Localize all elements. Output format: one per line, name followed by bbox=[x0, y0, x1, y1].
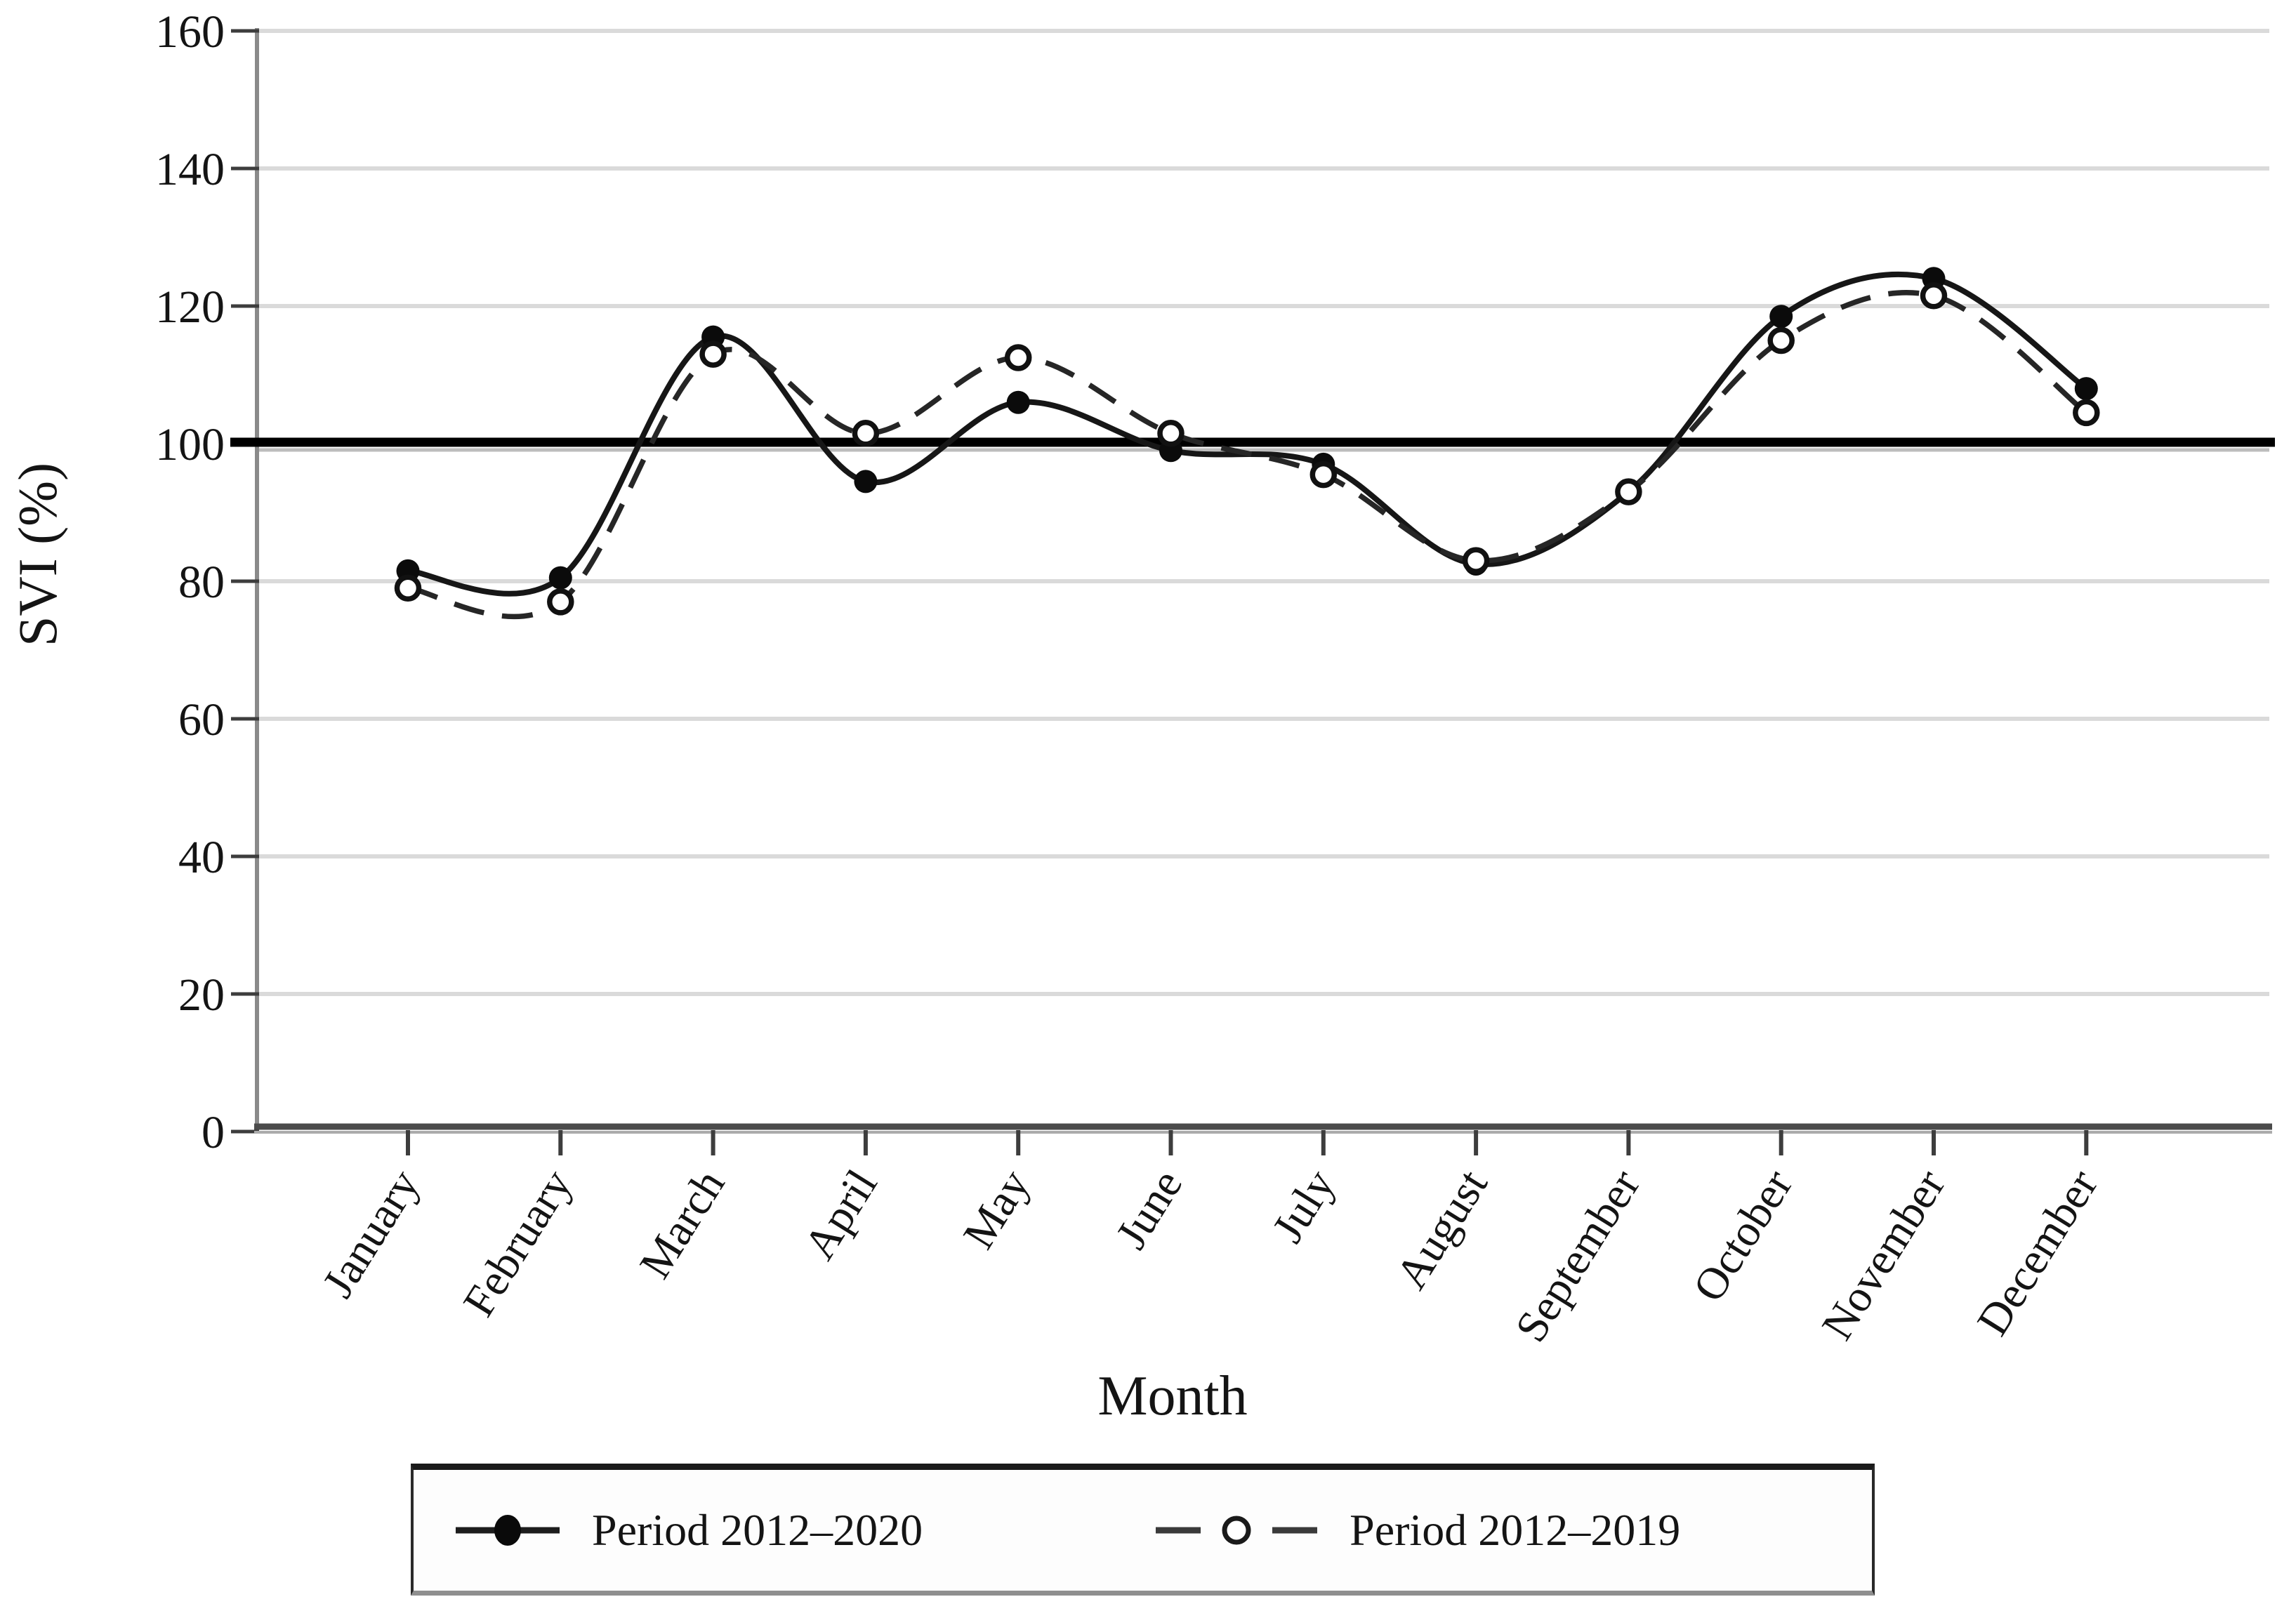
marker-period-2012-2019-september bbox=[1615, 478, 1642, 505]
series-line-period-2012-2019 bbox=[407, 290, 2088, 620]
y-tick-label-60: 60 bbox=[178, 694, 225, 745]
marker-period-2012-2019-march bbox=[699, 340, 727, 368]
x-tick-label-february: February bbox=[454, 1161, 582, 1325]
marker-period-2012-2020-february bbox=[548, 566, 572, 590]
y-tick-label-160: 160 bbox=[155, 6, 225, 58]
x-axis-title: Month bbox=[1097, 1365, 1247, 1427]
dashed-line-open-circle-icon bbox=[1156, 1516, 1318, 1545]
y-tick-label-0: 0 bbox=[202, 1107, 225, 1158]
x-tick-label-may: May bbox=[954, 1161, 1039, 1257]
x-tick-label-august: August bbox=[1386, 1161, 1497, 1298]
legend-label-period-2012-2020: Period 2012–2020 bbox=[592, 1505, 923, 1555]
x-tick-label-june: June bbox=[1106, 1161, 1192, 1257]
legend: Period 2012–2020 Period 2012–2019 bbox=[411, 1464, 1875, 1596]
marker-period-2012-2019-december bbox=[2073, 399, 2100, 427]
x-tick-label-april: April bbox=[794, 1161, 887, 1268]
marker-period-2012-2019-october bbox=[1767, 326, 1795, 354]
x-tick-label-november: November bbox=[1812, 1161, 1955, 1348]
series-line-period-2012-2020 bbox=[407, 271, 2088, 597]
marker-period-2012-2019-february bbox=[547, 588, 574, 616]
marker-period-2012-2019-july bbox=[1309, 460, 1338, 489]
solid-line-filled-circle-icon bbox=[456, 1515, 560, 1546]
marker-period-2012-2019-may bbox=[1004, 344, 1032, 371]
y-tick-label-140: 140 bbox=[155, 144, 225, 195]
marker-period-2012-2020-may bbox=[1006, 390, 1030, 414]
y-tick-label-20: 20 bbox=[178, 969, 225, 1021]
marker-period-2012-2019-april bbox=[852, 420, 880, 447]
y-tick-label-120: 120 bbox=[155, 281, 225, 333]
plot-area: 0 20 40 60 80 100 120 140 160 January February Marc… bbox=[155, 6, 2275, 1351]
y-axis-title: SVI (%) bbox=[7, 463, 68, 647]
y-tick-label-80: 80 bbox=[178, 557, 225, 608]
marker-period-2012-2019-june bbox=[1157, 420, 1185, 447]
x-tick-label-july: July bbox=[1262, 1161, 1345, 1251]
x-tick-label-january: January bbox=[312, 1161, 429, 1306]
marker-period-2012-2020-april bbox=[854, 470, 878, 493]
marker-period-2012-2019-january bbox=[394, 574, 422, 602]
legend-label-period-2012-2019: Period 2012–2019 bbox=[1350, 1505, 1681, 1555]
x-tick-label-september: September bbox=[1505, 1161, 1649, 1351]
marker-period-2012-2020-october bbox=[1769, 305, 1793, 329]
x-tick-label-october: October bbox=[1683, 1161, 1802, 1310]
y-tick-label-40: 40 bbox=[178, 832, 225, 883]
marker-period-2012-2019-november bbox=[1920, 282, 1948, 310]
y-tick-label-100: 100 bbox=[155, 419, 225, 470]
x-tick-label-december: December bbox=[1967, 1161, 2108, 1344]
marker-period-2012-2019-august bbox=[1462, 547, 1490, 574]
legend-entry-period-2012-2019: Period 2012–2019 bbox=[1154, 1504, 1680, 1556]
x-tick-label-march: March bbox=[630, 1161, 734, 1287]
legend-entry-period-2012-2020: Period 2012–2020 bbox=[454, 1504, 923, 1556]
marker-period-2012-2020-december bbox=[2074, 377, 2098, 401]
